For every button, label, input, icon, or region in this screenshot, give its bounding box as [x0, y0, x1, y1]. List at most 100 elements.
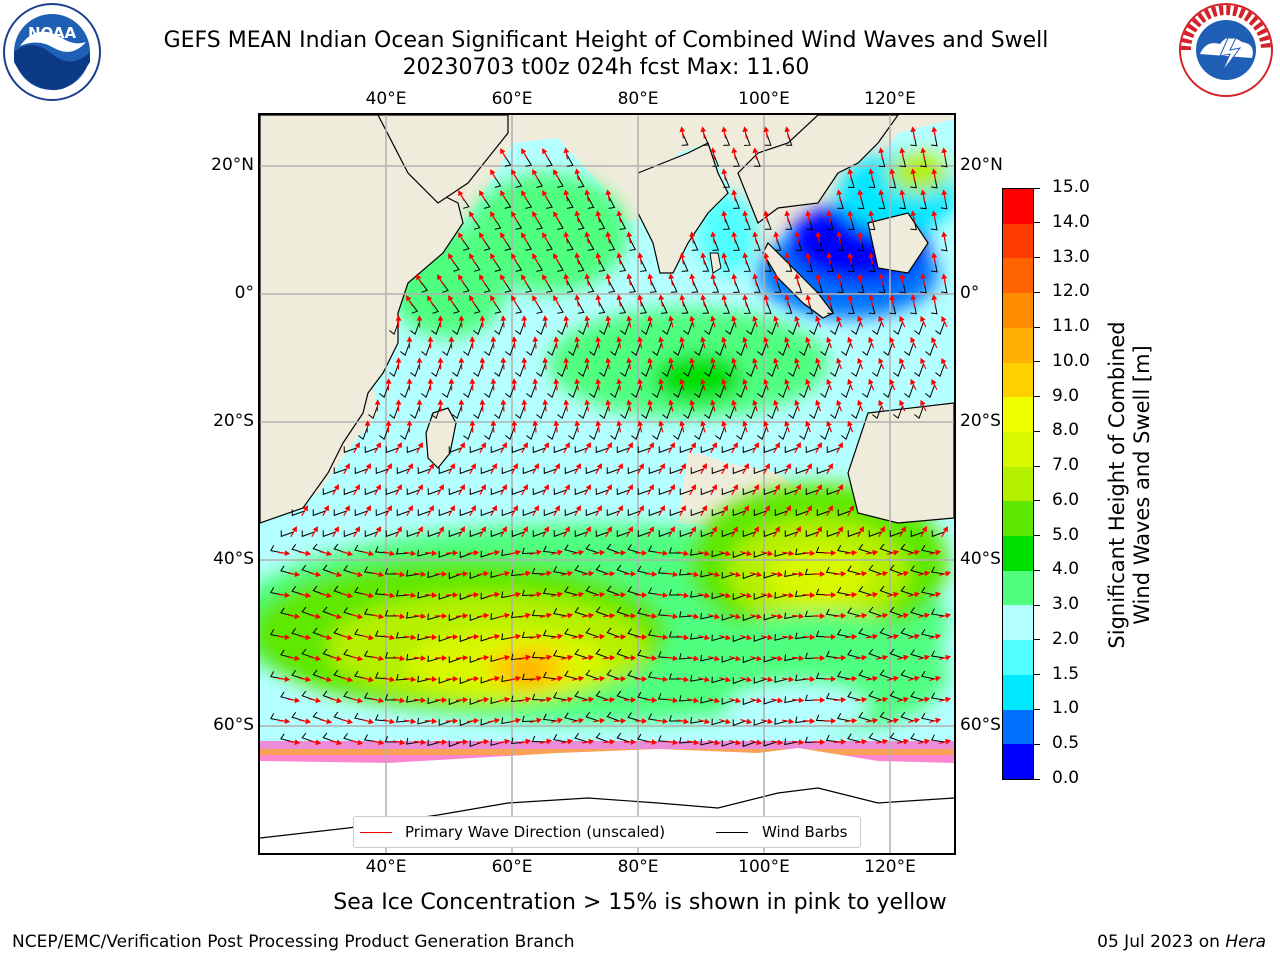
wave-arrow-head: [585, 484, 591, 491]
wave-arrow-head: [805, 336, 811, 343]
wave-arrow-head: [641, 718, 648, 725]
wind-barb: [764, 300, 772, 314]
wind-barb: [670, 279, 678, 293]
wave-arrow-head: [542, 190, 548, 197]
wave-arrow-head: [479, 315, 486, 321]
wind-barb: [788, 363, 798, 378]
wind-barb: [452, 405, 462, 420]
wave-arrow-head: [924, 696, 931, 703]
wind-barb: [883, 384, 893, 399]
colorbar-tick-mark: [1034, 708, 1040, 710]
wave-arrow-head: [515, 549, 522, 556]
wave-arrow-head: [620, 634, 627, 640]
wind-barb: [616, 690, 630, 701]
wave-arrow-head: [903, 570, 909, 577]
lat-tick-left: 60°S: [213, 715, 254, 735]
wave-arrow-head: [458, 357, 465, 363]
wind-barb: [883, 342, 893, 357]
wave-arrow-head: [336, 655, 343, 662]
wave-arrow-head: [714, 739, 720, 746]
wind-barb: [384, 652, 399, 659]
wave-arrow-head: [710, 315, 716, 322]
wave-arrow-head: [651, 613, 658, 619]
wind-barb: [637, 446, 651, 454]
wave-arrow-head: [584, 189, 591, 196]
wind-barb: [841, 342, 851, 357]
wave-arrow-head: [469, 378, 476, 384]
wind-barb: [438, 677, 452, 684]
wind-barb: [620, 405, 630, 420]
wind-barb: [343, 446, 357, 454]
wave-arrow-head: [347, 634, 354, 641]
wind-barb: [354, 467, 368, 475]
wave-arrow-head: [647, 273, 654, 280]
lat-tick-left: 20°N: [211, 155, 254, 175]
wind-barb: [704, 363, 714, 378]
wave-arrow-head: [900, 526, 906, 533]
wind-barb: [668, 631, 683, 638]
wave-arrow-head: [742, 420, 748, 427]
wave-arrow-head: [861, 696, 868, 703]
wave-arrow-head: [512, 505, 518, 512]
legend-wind-barbs: Wind Barbs: [762, 823, 848, 841]
wave-arrow-head: [494, 717, 501, 724]
wave-arrow-head: [679, 252, 686, 259]
wind-barb: [809, 321, 819, 336]
wave-arrow-head: [914, 675, 921, 682]
wind-barb: [627, 544, 641, 554]
wave-arrow-head: [344, 463, 350, 470]
wind-barb: [920, 628, 935, 638]
wind-barb: [595, 732, 609, 743]
wind-barb: [837, 671, 851, 680]
wave-arrow-head: [480, 484, 486, 491]
wave-arrow-head: [711, 484, 717, 491]
wave-arrow-head: [774, 484, 780, 491]
wind-barb: [700, 738, 714, 746]
wave-arrow-head: [431, 718, 438, 725]
wind-barb: [723, 258, 731, 272]
wave-arrow-head: [847, 252, 854, 259]
wind-barb: [385, 488, 399, 496]
wave-arrow-head: [689, 273, 696, 280]
wind-barb: [589, 384, 599, 399]
wave-arrow-head: [483, 570, 490, 577]
colorbar-label-line1: Significant Height of Combined: [1105, 321, 1129, 649]
wave-arrow-head: [721, 420, 727, 427]
wind-barb: [784, 530, 798, 538]
wave-arrow-head: [437, 315, 444, 321]
wind-barb: [452, 321, 462, 336]
footer-date-text: 05 Jul 2023 on: [1097, 932, 1220, 952]
wind-barb: [900, 711, 914, 722]
wave-arrow-head: [542, 357, 549, 364]
wave-arrow-head: [805, 378, 811, 385]
wave-arrow-head: [851, 717, 858, 724]
wave-arrow-head: [742, 336, 748, 343]
wind-barb: [723, 132, 731, 146]
wave-arrow-head: [669, 442, 675, 449]
wind-barb: [847, 565, 861, 575]
wave-arrow-head: [483, 696, 490, 703]
wave-arrow-head: [721, 336, 727, 343]
wind-barb: [744, 258, 751, 272]
wind-barb: [389, 363, 399, 378]
wave-arrow-head: [557, 633, 563, 640]
wave-arrow-head: [788, 676, 795, 683]
wave-arrow-head: [857, 399, 863, 406]
wind-barb: [868, 606, 882, 617]
wind-barb: [505, 426, 515, 441]
wave-arrow-head: [722, 463, 728, 470]
wave-arrow-head: [935, 549, 942, 556]
wind-barb: [652, 426, 662, 441]
wind-barb: [431, 363, 441, 378]
colorbar-label-line2: Wind Waves and Swell [m]: [1130, 345, 1154, 625]
wave-arrow-head: [903, 654, 909, 661]
wind-barb: [851, 363, 861, 378]
wave-arrow-head: [647, 399, 654, 406]
wind-barb: [746, 363, 756, 378]
wind-barb: [616, 488, 630, 496]
wind-barb: [733, 153, 740, 167]
wave-arrow-head: [945, 612, 952, 619]
wave-arrow-head: [616, 294, 623, 301]
wave-arrow-head: [872, 549, 879, 556]
wave-arrow-head: [490, 211, 496, 218]
